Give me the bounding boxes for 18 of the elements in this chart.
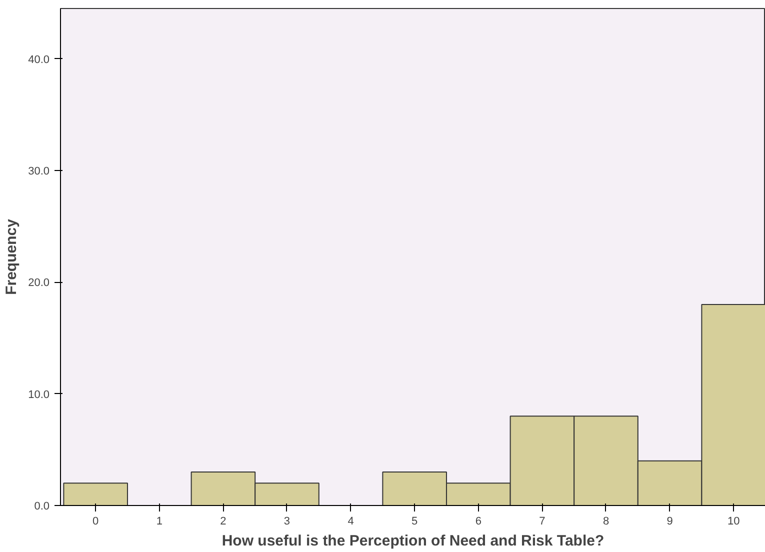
x-tick-label: 9 [666, 516, 673, 528]
x-tick-label: 1 [156, 516, 162, 528]
x-tick-label: 7 [539, 516, 546, 528]
x-tick-label: 3 [284, 516, 290, 528]
x-axis-title: How useful is the Perception of Need and Risk Table? [222, 532, 604, 550]
x-tick-label: 0 [92, 516, 99, 528]
y-tick-label: 30.0 [28, 165, 50, 178]
y-tick-label: 0.0 [34, 500, 50, 512]
y-tick-label: 10.0 [28, 388, 50, 401]
x-tick-label: 4 [348, 516, 354, 528]
x-tick-label: 6 [475, 516, 482, 528]
y-axis-title: Frequency [3, 218, 20, 295]
x-tick-label: 10 [727, 516, 740, 528]
x-tick-label: 2 [220, 516, 226, 528]
y-tick-label: 20.0 [28, 277, 50, 290]
y-tick-label: 40.0 [28, 54, 50, 66]
x-tick-label: 5 [412, 516, 418, 528]
x-tick-label: 8 [602, 516, 610, 528]
